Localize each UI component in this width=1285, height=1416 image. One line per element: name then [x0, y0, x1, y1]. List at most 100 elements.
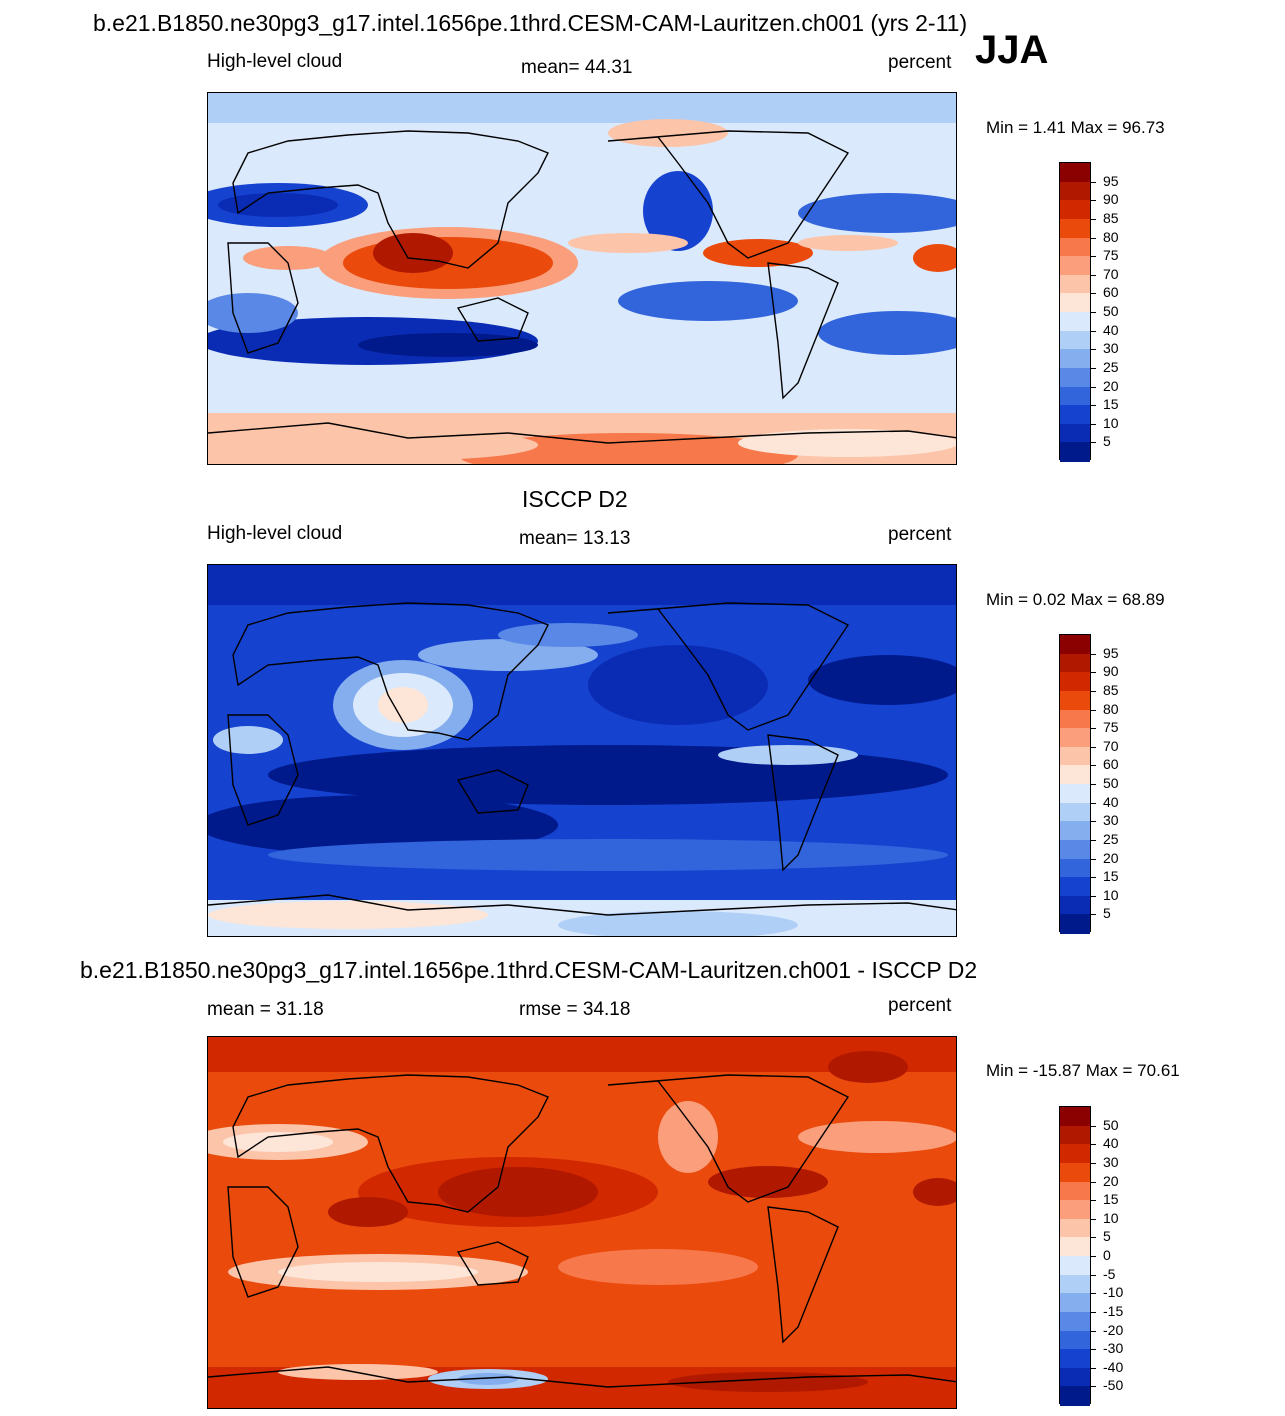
panel-3-colorbar-tick [1090, 1330, 1096, 1332]
panel-1-colorbar-swatch [1060, 237, 1090, 257]
panel-1-colorbar-tick [1090, 218, 1096, 220]
season-label: JJA [975, 28, 1049, 72]
panel-1-colorbar-label: 30 [1103, 340, 1119, 357]
panel-1-colorbar-swatch [1060, 405, 1090, 425]
panel-1-minmax: Min = 1.41 Max = 96.73 [986, 118, 1165, 137]
panel-3-colorbar-label: 0 [1103, 1247, 1111, 1263]
panel-2-map [207, 564, 957, 937]
panel-1-colorbar-swatch [1060, 181, 1090, 201]
panel-2-colorbar-label: 10 [1103, 886, 1119, 903]
panel-2-colorbar-swatch [1060, 784, 1090, 804]
panel-2-colorbar-label: 30 [1103, 812, 1119, 829]
panel-1-colorbar-tick [1090, 256, 1096, 258]
panel-1-colorbar-tick [1090, 367, 1096, 369]
panel-2-colorbar-swatch [1060, 709, 1090, 729]
panel-3-colorbar-label: -5 [1103, 1265, 1116, 1282]
panel-3-minmax: Min = -15.87 Max = 70.61 [986, 1061, 1180, 1080]
panel-3-colorbar-tick [1090, 1274, 1096, 1276]
panel-2-field [208, 565, 956, 936]
panel-3-colorbar-label: 10 [1103, 1209, 1119, 1226]
panel-3-colorbar-tick [1090, 1218, 1096, 1220]
panel-3-colorbar-tick [1090, 1386, 1096, 1388]
panel-2-colorbar-label: 40 [1103, 793, 1119, 810]
panel-3-colorbar-label: 30 [1103, 1153, 1119, 1170]
panel-3-colorbar-swatch [1060, 1237, 1090, 1257]
panel-2-colorbar-swatch [1060, 839, 1090, 859]
panel-1-colorbar-tick [1090, 349, 1096, 351]
panel-3-colorbar-swatch [1060, 1200, 1090, 1220]
panel-3-colorbar-tick [1090, 1125, 1096, 1127]
panel-3-colorbar-tick [1090, 1237, 1096, 1239]
panel-3-colorbar-tick [1090, 1293, 1096, 1295]
panel-1-colorbar-label: 90 [1103, 191, 1119, 208]
panel-2-colorbar-tick [1090, 839, 1096, 841]
panel-3-units: percent [888, 995, 952, 1016]
panel-2-colorbar-tick [1090, 765, 1096, 767]
panel-2-colorbar-swatch [1060, 858, 1090, 878]
panel-2-colorbar-swatch [1060, 690, 1090, 710]
panel-1-colorbar-swatch [1060, 330, 1090, 350]
panel-2-colorbar-label: 80 [1103, 700, 1119, 717]
panel-1-colorbar-tick [1090, 181, 1096, 183]
panel-3-colorbar-tick [1090, 1311, 1096, 1313]
panel-3-colorbar-label: -10 [1103, 1284, 1124, 1301]
panel-1-variable: High-level cloud [207, 51, 343, 72]
panel-1-colorbar-tick [1090, 405, 1096, 407]
panel-2-colorbar-tick [1090, 690, 1096, 692]
panel-1-colorbar-label: 80 [1103, 228, 1119, 245]
panel-2-colorbar-tick [1090, 728, 1096, 730]
panel-3-colorbar-swatch [1060, 1274, 1090, 1294]
panel-2-colorbar-swatch [1060, 821, 1090, 841]
panel-2-variable: High-level cloud [207, 523, 343, 544]
panel-3-colorbar-label: 5 [1103, 1228, 1111, 1245]
panel-3-colorbar-tick [1090, 1349, 1096, 1351]
panel-2-colorbar-label: 60 [1103, 756, 1119, 773]
panel-1-colorbar-label: 15 [1103, 396, 1119, 413]
panel-3-colorbar-tick [1090, 1162, 1096, 1164]
panel-2-colorbar-label: 90 [1103, 663, 1119, 680]
panel-3-mean: mean = 31.18 [207, 999, 324, 1020]
panel-2-colorbar-tick [1090, 914, 1096, 916]
panel-1-colorbar-label: 95 [1103, 172, 1119, 189]
panel-1-colorbar-swatch [1060, 367, 1090, 387]
panel-2-colorbar-swatch [1060, 635, 1090, 655]
panel-2-mean: mean= 13.13 [519, 528, 631, 549]
panel-2-colorbar-tick [1090, 653, 1096, 655]
panel-3-colorbar-swatch [1060, 1367, 1090, 1387]
panel-2-colorbar-swatch [1060, 877, 1090, 897]
panel-3-colorbar-swatch [1060, 1386, 1090, 1406]
panel-1-colorbar-swatch [1060, 274, 1090, 294]
panel-2-colorbar-label: 70 [1103, 737, 1119, 754]
panel-3-colorbar-label: -20 [1103, 1321, 1124, 1338]
panel-2-units: percent [888, 524, 952, 545]
panel-1-colorbar [1059, 162, 1096, 462]
panel-2-colorbar-tick [1090, 784, 1096, 785]
panel-3-colorbar-swatch [1060, 1293, 1090, 1313]
panel-2-colorbar-label: 75 [1103, 719, 1119, 736]
panel-3-colorbar-label: 40 [1103, 1135, 1119, 1152]
panel-1-title: b.e21.B1850.ne30pg3_g17.intel.1656pe.1th… [93, 10, 968, 36]
panel-3-colorbar-swatch [1060, 1144, 1090, 1164]
panel-3-colorbar-swatch [1060, 1311, 1090, 1331]
panel-1-field [208, 93, 956, 464]
panel-1-colorbar-swatch [1060, 386, 1090, 406]
panel-2-colorbar-swatch [1060, 746, 1090, 766]
panel-3-colorbar-label: -15 [1103, 1302, 1124, 1319]
panel-2-colorbar-tick [1090, 709, 1096, 711]
panel-3-colorbar-label: 15 [1103, 1191, 1119, 1208]
panel-3-title: b.e21.B1850.ne30pg3_g17.intel.1656pe.1th… [80, 957, 978, 983]
panel-3-colorbar-label: -30 [1103, 1340, 1124, 1357]
panel-3-colorbar-swatch [1060, 1330, 1090, 1350]
panel-3-colorbar-swatch [1060, 1162, 1090, 1182]
panel-1-colorbar-tick [1090, 442, 1096, 444]
panel-2-colorbar-tick [1090, 821, 1096, 823]
panel-1-colorbar-tick [1090, 200, 1096, 202]
panel-3-colorbar-swatch [1060, 1218, 1090, 1238]
panel-1-colorbar-label: 60 [1103, 284, 1119, 301]
panel-1-colorbar-tick [1090, 386, 1096, 388]
panel-2-colorbar-label: 15 [1103, 868, 1119, 885]
panel-3-colorbar-label: -40 [1103, 1358, 1124, 1375]
panel-1-colorbar-tick [1090, 423, 1096, 425]
panel-2-colorbar-swatch [1060, 914, 1090, 934]
panel-3-colorbar-swatch [1060, 1181, 1090, 1201]
